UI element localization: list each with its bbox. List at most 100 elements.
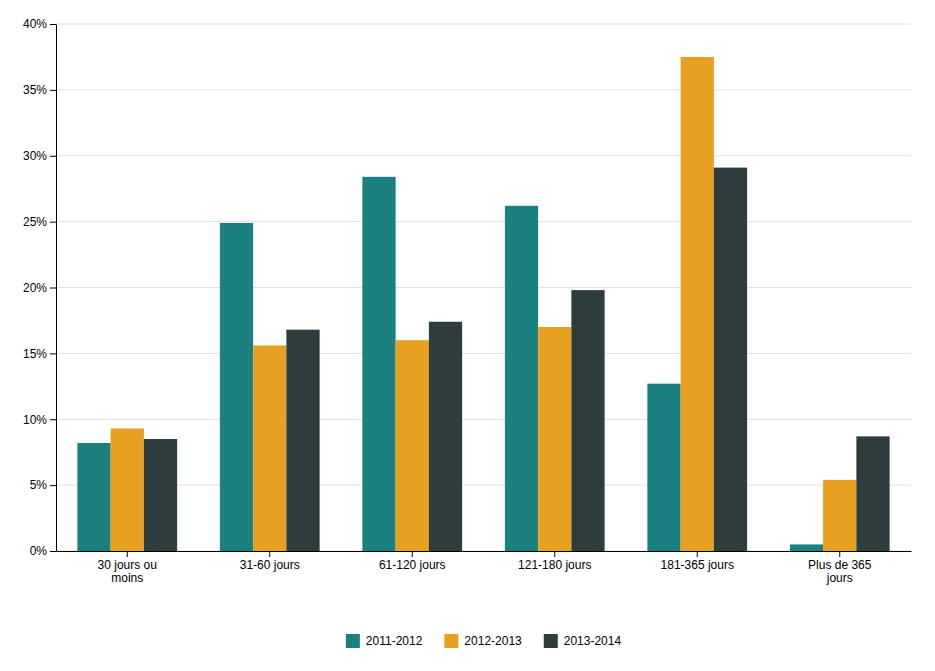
grid-line xyxy=(56,89,911,90)
y-tick-label: 5% xyxy=(30,478,48,492)
bar xyxy=(220,223,253,551)
bar-series xyxy=(144,168,890,551)
x-tick-label-line: 121-180 jours xyxy=(518,558,591,572)
x-tick: Plus de 365jours xyxy=(808,551,872,585)
y-tick-label: 40% xyxy=(23,17,47,31)
y-tick-mark xyxy=(50,419,56,420)
grid-line xyxy=(56,221,911,222)
y-tick-mark xyxy=(50,551,56,552)
y-tick: 15% xyxy=(23,347,56,361)
grid-line xyxy=(56,551,911,552)
x-tick-label: Plus de 365jours xyxy=(808,558,872,586)
y-tick-mark xyxy=(50,288,56,289)
bar xyxy=(286,330,319,551)
y-tick-label: 15% xyxy=(23,347,47,361)
x-tick-mark xyxy=(127,551,128,557)
x-axis-line xyxy=(57,551,912,552)
x-tick-label-line: 61-120 jours xyxy=(379,558,446,572)
bars xyxy=(77,57,889,551)
legend-item: 2012-2013 xyxy=(444,634,522,648)
y-tick-label: 25% xyxy=(23,215,47,229)
x-tick-label-line: 30 jours ou xyxy=(98,558,157,572)
y-tick: 40% xyxy=(23,17,56,31)
bar xyxy=(571,290,604,551)
x-axis: 30 jours oumoins 31-60 jours 61-120 jours 1… xyxy=(57,551,912,585)
x-tick-mark xyxy=(554,551,555,557)
x-tick-label-line: moins xyxy=(111,571,143,585)
legend-label: 2013-2014 xyxy=(564,634,622,648)
x-tick-label: 61-120 jours xyxy=(379,558,446,572)
y-tick-label: 20% xyxy=(23,281,47,295)
bar xyxy=(77,443,110,551)
y-tick-mark xyxy=(50,156,56,157)
legend-swatch xyxy=(346,634,360,648)
y-tick-mark xyxy=(50,24,56,25)
y-tick: 0% xyxy=(30,544,56,558)
y-tick-label: 0% xyxy=(30,544,48,558)
bar xyxy=(111,428,144,551)
bar xyxy=(790,544,823,551)
y-tick: 10% xyxy=(23,413,56,427)
x-tick-mark xyxy=(697,551,698,557)
y-tick: 30% xyxy=(23,149,56,163)
bar xyxy=(714,168,747,551)
x-tick: 181-365 jours xyxy=(661,551,734,572)
legend-swatch xyxy=(444,634,458,648)
bar xyxy=(144,439,177,551)
bar xyxy=(538,327,571,551)
legend-label: 2011-2012 xyxy=(366,634,423,648)
y-tick-mark xyxy=(50,90,56,91)
legend-item: 2011-2012 xyxy=(346,634,423,648)
plot: 0% 5% 10% 15% 20% 25% 30% 35% 40% 30 jours oumoin… xyxy=(23,17,912,585)
legend-swatch xyxy=(544,634,558,648)
x-tick: 121-180 jours xyxy=(518,551,591,572)
grid-line xyxy=(56,287,911,288)
y-axis-line xyxy=(56,25,57,552)
x-tick: 30 jours oumoins xyxy=(98,551,157,585)
grid-line xyxy=(56,419,911,420)
x-tick-label: 181-365 jours xyxy=(661,558,734,572)
y-tick: 20% xyxy=(23,281,56,295)
x-tick-label: 30 jours oumoins xyxy=(98,558,157,586)
legend-item: 2013-2014 xyxy=(544,634,622,648)
bar xyxy=(681,57,714,551)
y-tick-mark xyxy=(50,485,56,486)
y-tick: 5% xyxy=(30,478,56,492)
bar xyxy=(823,480,856,551)
bar-series xyxy=(111,57,857,551)
x-tick-mark xyxy=(412,551,413,557)
grid-line xyxy=(56,485,911,486)
bar xyxy=(362,177,395,551)
x-tick-label-line: 31-60 jours xyxy=(240,558,300,572)
x-tick-label-line: Plus de 365 xyxy=(808,558,872,572)
x-tick-label: 121-180 jours xyxy=(518,558,591,572)
y-tick: 35% xyxy=(23,83,56,97)
y-tick-label: 35% xyxy=(23,83,47,97)
bar xyxy=(429,322,462,551)
legend: 2011-2012 2012-2013 2013-2014 xyxy=(346,634,622,648)
y-tick-label: 30% xyxy=(23,149,47,163)
bar xyxy=(253,345,286,551)
grid-line xyxy=(56,155,911,156)
y-tick: 25% xyxy=(23,215,56,229)
x-tick-label-line: 181-365 jours xyxy=(661,558,734,572)
grid xyxy=(56,24,911,551)
y-tick-mark xyxy=(50,353,56,354)
grid-line xyxy=(56,24,911,25)
x-tick-mark xyxy=(839,551,840,557)
x-tick: 61-120 jours xyxy=(379,551,446,572)
bar xyxy=(396,340,429,551)
grid-line xyxy=(56,353,911,354)
x-tick-label: 31-60 jours xyxy=(240,558,300,572)
legend-label: 2012-2013 xyxy=(464,634,522,648)
x-tick: 31-60 jours xyxy=(240,551,300,572)
x-tick-label-line: jours xyxy=(826,571,853,585)
y-tick-label: 10% xyxy=(23,413,47,427)
x-tick-mark xyxy=(269,551,270,557)
bar xyxy=(505,206,538,551)
y-tick-mark xyxy=(50,222,56,223)
bar xyxy=(647,384,680,551)
bar xyxy=(856,436,889,551)
chart: 0% 5% 10% 15% 20% 25% 30% 35% 40% 30 jours oumoin… xyxy=(0,0,935,671)
y-axis: 0% 5% 10% 15% 20% 25% 30% 35% 40% xyxy=(23,17,57,558)
